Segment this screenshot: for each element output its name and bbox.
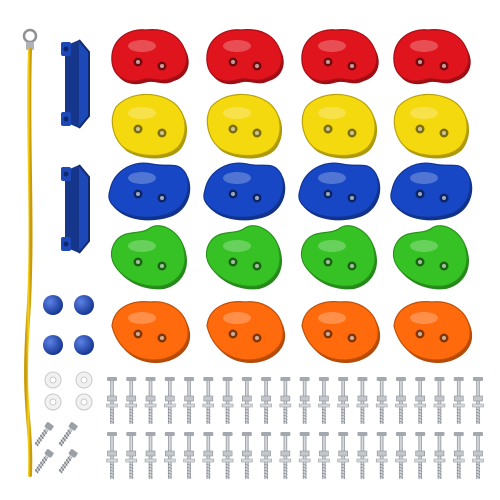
bolt-with-nut	[144, 432, 157, 479]
bolt-set	[106, 377, 484, 479]
end-cap	[43, 295, 63, 315]
bolt-with-nut	[395, 377, 407, 424]
end-cap	[74, 295, 94, 315]
bolt-with-nut	[241, 432, 253, 479]
bolt-with-nut	[375, 377, 388, 424]
bolt-with-nut	[260, 377, 272, 424]
lag-screws	[34, 422, 78, 474]
washer	[44, 393, 62, 411]
rope-ladder	[22, 28, 38, 477]
washer	[44, 371, 62, 389]
bolt-with-nut	[279, 377, 292, 424]
end-cap	[43, 335, 63, 355]
bolt-with-nut	[356, 377, 369, 424]
climbing-hold	[301, 301, 381, 363]
grab-handle	[61, 164, 90, 254]
bolt-with-nut	[260, 432, 272, 479]
bolt-with-nut	[395, 432, 407, 479]
bolt-with-nut	[183, 432, 195, 479]
climbing-hold	[206, 93, 283, 159]
bolt-with-nut	[433, 377, 446, 424]
climbing-hold	[111, 93, 188, 159]
bolt-with-nut	[375, 432, 388, 479]
bolt-with-nut	[452, 432, 465, 479]
climbing-hold	[392, 225, 470, 290]
bolt-with-nut	[337, 377, 349, 424]
bolt-with-nut	[433, 432, 446, 479]
end-cap	[74, 335, 94, 355]
climbing-hold	[111, 301, 191, 363]
climbing-hold	[111, 29, 189, 85]
bolt-with-nut	[452, 377, 465, 424]
bolt-with-nut	[298, 432, 311, 479]
climbing-hold	[206, 301, 286, 363]
climbing-hold	[393, 93, 470, 159]
washers	[44, 371, 93, 411]
rope-clamp	[26, 42, 34, 50]
bolt-with-nut	[472, 377, 484, 424]
grab-handles	[61, 39, 90, 254]
bolt-with-nut	[125, 432, 138, 479]
climbing-holds-grid	[108, 29, 473, 363]
climbing-hold	[206, 29, 284, 85]
lag-screw	[58, 449, 78, 474]
bolt-with-nut	[414, 377, 426, 424]
bolt-with-nut	[106, 377, 118, 424]
washer	[75, 393, 93, 411]
climbing-hold	[300, 225, 378, 290]
bolt-with-nut	[298, 377, 311, 424]
end-caps	[43, 295, 94, 355]
climbing-hold	[205, 225, 283, 290]
lag-screw	[34, 449, 54, 474]
climbing-hold	[298, 162, 381, 221]
bolt-with-nut	[106, 432, 118, 479]
bolt-with-nut	[202, 377, 215, 424]
climbing-hold	[390, 162, 473, 221]
bolt-with-nut	[221, 377, 234, 424]
climbing-hold	[110, 225, 188, 290]
washer	[75, 371, 93, 389]
bolt-with-nut	[356, 432, 369, 479]
lag-screw	[34, 422, 54, 447]
climbing-hold	[393, 29, 471, 85]
bolt-with-nut	[183, 377, 195, 424]
climbing-hold	[203, 162, 286, 221]
lag-screw	[58, 422, 78, 447]
bolt-with-nut	[318, 432, 330, 479]
bolt-with-nut	[144, 377, 157, 424]
bolt-with-nut	[221, 432, 234, 479]
climbing-hold	[301, 29, 379, 85]
bolt-with-nut	[337, 432, 349, 479]
climbing-hold	[393, 301, 473, 363]
bolt-with-nut	[414, 432, 426, 479]
bolt-with-nut	[318, 377, 330, 424]
climbing-hold	[108, 162, 191, 221]
bolt-with-nut	[472, 432, 484, 479]
rope	[24, 48, 33, 477]
bolt-with-nut	[279, 432, 292, 479]
bolt-with-nut	[164, 377, 176, 424]
climbing-hold	[301, 93, 378, 159]
bolt-with-nut	[164, 432, 176, 479]
rope-ring	[22, 28, 38, 44]
bolt-with-nut	[202, 432, 215, 479]
bolt-with-nut	[125, 377, 138, 424]
grab-handle	[61, 39, 90, 129]
bolt-with-nut	[241, 377, 253, 424]
